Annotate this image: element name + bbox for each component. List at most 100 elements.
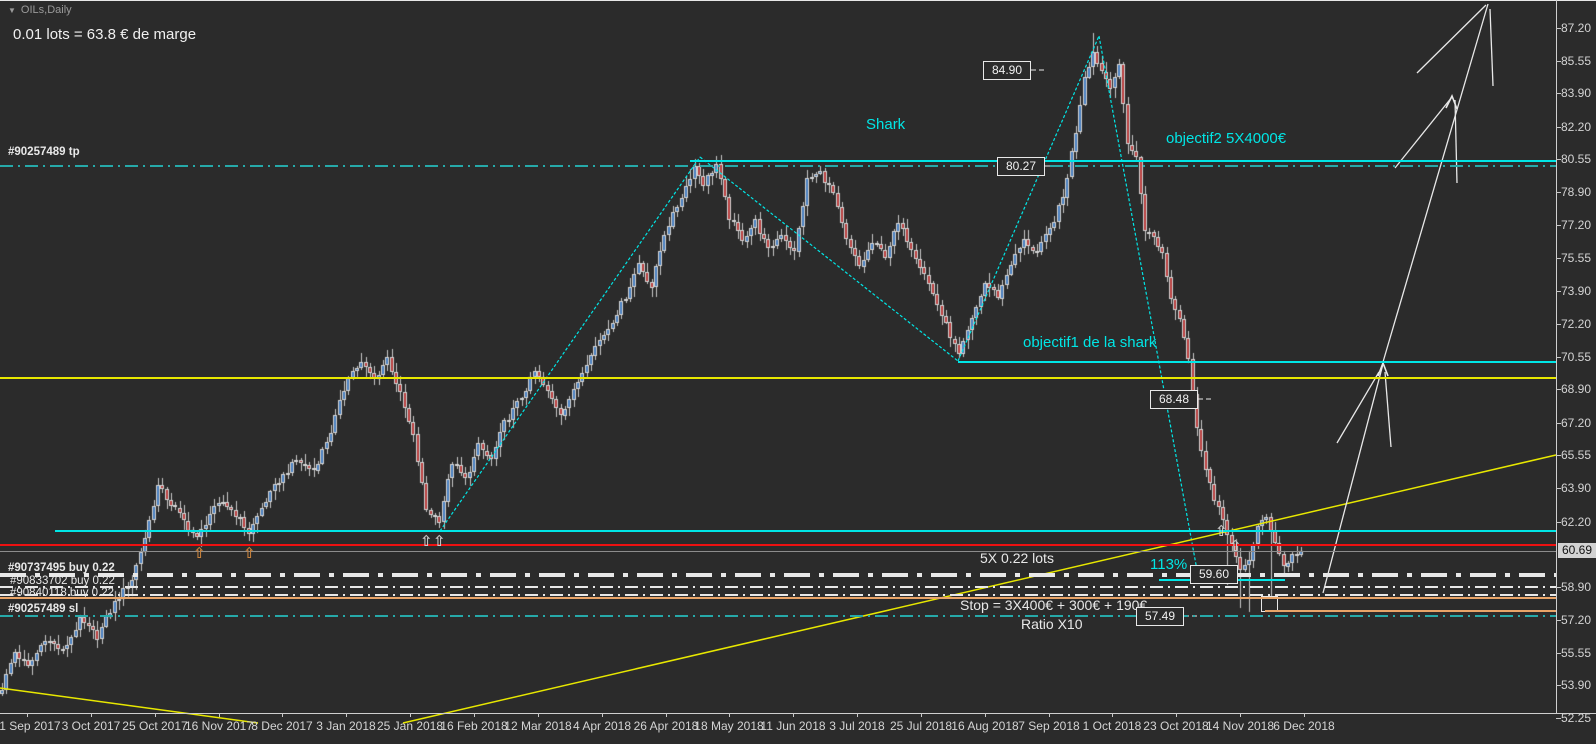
up-arrow-icon[interactable]: ⇧	[1229, 537, 1242, 555]
up-arrow-icon[interactable]: ⇧	[1215, 522, 1228, 540]
price-tick-label: 83.90	[1561, 86, 1592, 100]
support-line[interactable]	[55, 530, 1556, 532]
buy1-order-label: #90737495 buy 0.22	[8, 562, 115, 574]
time-tick-label: 11 Sep 2017	[0, 719, 61, 733]
time-tick-mark	[219, 713, 220, 717]
price-callout-68-48[interactable]: 68.48	[1150, 390, 1198, 409]
buy1-line[interactable]	[0, 573, 1556, 577]
price-tick-label: 73.90	[1561, 284, 1592, 298]
price-tick-mark	[1556, 93, 1561, 94]
red-line[interactable]	[0, 544, 1556, 546]
chevron-down-icon[interactable]: ▼	[8, 6, 16, 15]
objectif2-line[interactable]	[690, 160, 1556, 162]
price-tick-mark	[1556, 653, 1561, 654]
price-tick-label: 57.20	[1561, 613, 1592, 627]
price-tick-label: 87.20	[1561, 21, 1592, 35]
shark-annotation[interactable]: Shark	[866, 116, 906, 133]
time-tick-mark	[1112, 713, 1113, 717]
time-tick-mark	[602, 713, 603, 717]
price-axis-line	[1556, 0, 1557, 713]
objectif1-annotation[interactable]: objectif1 de la shark	[1023, 334, 1157, 351]
time-tick-mark	[793, 713, 794, 717]
price-tick-mark	[1556, 357, 1561, 358]
time-tick-label: 6 Dec 2018	[1273, 719, 1335, 733]
objectif2-annotation[interactable]: objectif2 5X4000€	[1166, 130, 1287, 147]
price-tick-mark	[1556, 159, 1561, 160]
ratio-annotation[interactable]: Ratio X10	[1021, 616, 1083, 632]
price-tick-mark	[1556, 61, 1561, 62]
price-tick-label: 55.55	[1561, 646, 1592, 660]
objectif1-line[interactable]	[958, 361, 1556, 363]
buy2-line[interactable]	[0, 586, 1556, 588]
price-tick-mark	[1556, 258, 1561, 259]
time-tick-label: 23 Oct 2018	[1143, 719, 1209, 733]
price-tick-label: 67.20	[1561, 416, 1592, 430]
time-tick-mark	[410, 713, 411, 717]
price-tick-mark	[1556, 127, 1561, 128]
lots-annotation[interactable]: 5X 0.22 lots	[980, 550, 1054, 566]
buy3-line[interactable]	[0, 594, 1556, 596]
candles-canvas[interactable]	[0, 0, 1556, 713]
time-tick-mark	[1176, 713, 1177, 717]
time-tick-mark	[1240, 713, 1241, 717]
time-tick-mark	[346, 713, 347, 717]
price-tick-label: 77.20	[1561, 218, 1592, 232]
time-tick-label: 3 Jan 2018	[316, 719, 376, 733]
price-tick-mark	[1556, 587, 1561, 588]
time-tick-mark	[1049, 713, 1050, 717]
price-tick-label: 72.20	[1561, 317, 1592, 331]
time-tick-label: 4 Apr 2018	[572, 719, 632, 733]
time-tick-label: 16 Aug 2018	[951, 719, 1019, 733]
price-tick-label: 53.90	[1561, 678, 1592, 692]
price-tick-mark	[1556, 324, 1561, 325]
price-tick-label: 65.55	[1561, 448, 1592, 462]
orange1-line[interactable]	[0, 597, 1556, 599]
time-tick-mark	[474, 713, 475, 717]
price-callout-84-90[interactable]: 84.90	[983, 61, 1031, 80]
buy2-order-label: #90833702 buy 0.22	[10, 575, 115, 587]
price-tick-label: 80.55	[1561, 152, 1592, 166]
time-tick-mark	[857, 713, 858, 717]
price-tick-mark	[1556, 192, 1561, 193]
orange2-line[interactable]	[1265, 610, 1556, 612]
price-tick-mark	[1556, 488, 1561, 489]
tp-order-label: #90257489 tp	[8, 146, 80, 158]
up-arrow-icon[interactable]: ⇧	[193, 544, 206, 562]
time-tick-label: 1 Oct 2018	[1082, 719, 1142, 733]
time-tick-label: 16 Nov 2017	[184, 719, 254, 733]
time-tick-label: 26 Apr 2018	[633, 719, 699, 733]
time-tick-label: 3 Oct 2017	[61, 719, 121, 733]
time-tick-label: 3 Jul 2018	[829, 719, 885, 733]
price-callout-80-27[interactable]: 80.27	[997, 157, 1045, 176]
pct113-annotation[interactable]: 113%	[1150, 556, 1188, 573]
price-tick-label: 62.20	[1561, 515, 1592, 529]
up-arrow-icon[interactable]: ⇧	[433, 532, 446, 550]
symbol-label[interactable]: ▼ OILs,Daily	[8, 4, 72, 16]
time-tick-mark	[985, 713, 986, 717]
sl-order-label: #90257489 sl	[8, 603, 79, 615]
time-tick-mark	[921, 713, 922, 717]
current-price-line[interactable]	[0, 551, 1556, 552]
time-tick-label: 7 Sep 2018	[1018, 719, 1080, 733]
price-callout-57-49[interactable]: 57.49	[1136, 607, 1184, 626]
stop-annotation[interactable]: Stop = 3X400€ + 300€ + 190€	[960, 597, 1148, 613]
tp-line[interactable]	[0, 165, 1556, 167]
price-tick-label: 58.90	[1561, 580, 1592, 594]
time-tick-mark	[91, 713, 92, 717]
price-tick-mark	[1556, 389, 1561, 390]
price-tick-label: 63.90	[1561, 481, 1592, 495]
price-tick-label: 75.55	[1561, 251, 1592, 265]
buy3-order-label: #90840118 buy 0.22	[10, 587, 115, 599]
time-tick-label: 25 Jan 2018	[376, 719, 444, 733]
price-callout-59-60[interactable]: 59.60	[1190, 565, 1238, 584]
time-tick-mark	[27, 713, 28, 717]
price-tick-mark	[1556, 685, 1561, 686]
yellow-horizontal-line[interactable]	[0, 377, 1556, 379]
time-tick-label: 14 Nov 2018	[1205, 719, 1275, 733]
time-tick-mark	[1304, 713, 1305, 717]
sl-line[interactable]	[0, 615, 1556, 617]
up-arrow-icon[interactable]: ⇧	[243, 544, 256, 562]
price-tick-label: 78.90	[1561, 185, 1592, 199]
time-tick-mark	[538, 713, 539, 717]
up-arrow-icon[interactable]: ⇧	[420, 532, 433, 550]
